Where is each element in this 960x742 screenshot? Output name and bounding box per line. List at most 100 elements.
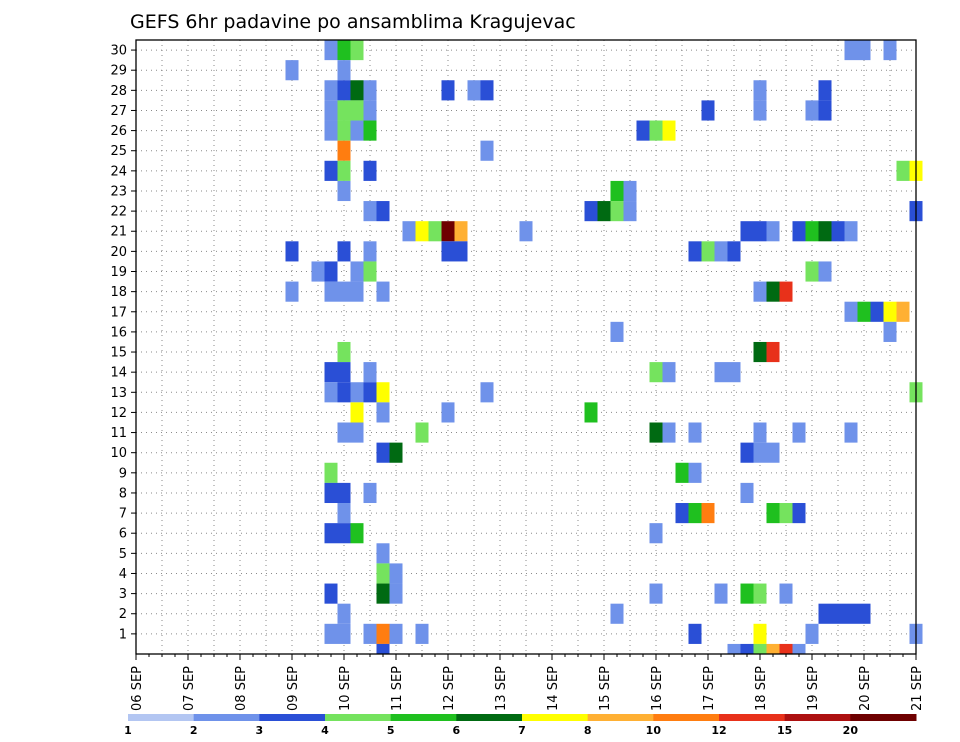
x-tick-label: 14 SEP [546,666,561,711]
heatmap-cell [649,422,663,443]
colorbar-segment [390,714,457,721]
y-tick-label: 7 [119,507,127,522]
heatmap-cell [363,261,377,282]
colorbar-label: 15 [777,724,792,737]
heatmap-cell [701,503,715,524]
heatmap-cell [324,160,338,181]
heatmap-cell [376,623,390,644]
colorbar-segment [259,714,326,721]
heatmap-cell [584,402,598,423]
plot-frame [135,39,917,655]
y-tick-label: 8 [119,486,127,501]
y-tick-label: 21 [110,225,127,240]
y-tick-label: 24 [110,164,127,179]
heatmap-cell [376,543,390,564]
heatmap-cell [727,362,741,383]
x-tick-label: 12 SEP [442,666,457,711]
heatmap-cell [324,100,338,121]
heatmap-cell [350,261,364,282]
y-tick-label: 1 [119,627,127,642]
heatmap-cell [441,241,455,262]
heatmap-cell [714,583,728,604]
heatmap-cell [324,362,338,383]
heatmap-cell [389,442,403,463]
heatmap-cell [779,281,793,302]
heatmap-cell [337,80,351,101]
heatmap-cell [337,100,351,121]
heatmap-cell [363,241,377,262]
heatmap-cell [454,241,468,262]
heatmap-cell [844,301,858,322]
heatmap-cell [376,201,390,222]
heatmap-cell [480,382,494,403]
heatmap-cell [480,80,494,101]
heatmap-cell [753,643,767,654]
heatmap-cell [740,482,754,504]
y-tick-label: 22 [110,205,127,220]
x-tick-label: 19 SEP [806,666,821,711]
heatmap-cell [818,221,832,242]
heatmap-cell [610,321,624,342]
heatmap-cell [415,623,429,644]
heatmap-cell [844,221,858,242]
heatmap-cell [584,201,598,222]
heatmap-cell [701,241,715,262]
heatmap-cell [363,623,377,644]
heatmap-cell [350,523,364,544]
heatmap-cell [337,140,351,161]
heatmap-cell [350,80,364,101]
heatmap-cell [363,160,377,181]
heatmap-cell [766,281,780,302]
heatmap-cell [610,201,624,222]
heatmap-cell [597,201,611,222]
colorbar-segment [719,714,786,721]
heatmap-cell [688,462,702,483]
y-tick-label: 6 [119,527,127,542]
heatmap-cell [376,382,390,403]
heatmap-cell [792,643,806,654]
x-tick-label: 17 SEP [702,666,717,711]
heatmap-cell [818,603,832,624]
heatmap-cell [896,301,910,322]
y-tick-label: 25 [110,144,127,159]
heatmap-cell [688,422,702,443]
heatmap-cell [337,241,351,262]
y-tick-label: 28 [110,84,127,99]
y-tick-label: 26 [110,124,127,139]
heatmap-cell [753,100,767,121]
heatmap-cell [818,80,832,101]
heatmap-cell [350,40,364,61]
colorbar-label: 10 [646,724,662,737]
heatmap-cell [454,221,468,242]
heatmap-cell [363,201,377,222]
heatmap-cell [701,100,715,121]
colorbar-segment [850,714,917,721]
heatmap-cell [337,341,351,363]
heatmap-cell [324,462,338,483]
heatmap-cell [857,603,871,624]
heatmap-cell [792,221,806,242]
heatmap-cell [753,221,767,242]
y-tick-label: 17 [110,305,127,320]
heatmap-cell [688,623,702,644]
heatmap-cell [740,643,754,654]
x-tick-label: 09 SEP [286,666,301,711]
heatmap-cell [753,341,767,363]
heatmap-cell [727,241,741,262]
heatmap-cell [441,221,455,242]
y-tick-label: 29 [110,64,127,79]
heatmap-cell [376,281,390,302]
x-tick-label: 06 SEP [130,666,145,711]
heatmap-cell [792,503,806,524]
heatmap-cell [324,523,338,544]
y-tick-label: 4 [119,567,127,582]
x-axis: 06 SEP 07 SEP 08 SEP 09 SEP 10 SEP 11 SEP 12 S… [130,654,925,711]
heatmap-cell [337,382,351,403]
heatmap-cell [818,100,832,121]
y-tick-label: 3 [119,587,127,602]
heatmap-cell [649,523,663,544]
heatmap-cell [740,442,754,463]
heatmap-cell [740,221,754,242]
heatmap-cell [337,120,351,141]
heatmap-cell [844,40,858,61]
